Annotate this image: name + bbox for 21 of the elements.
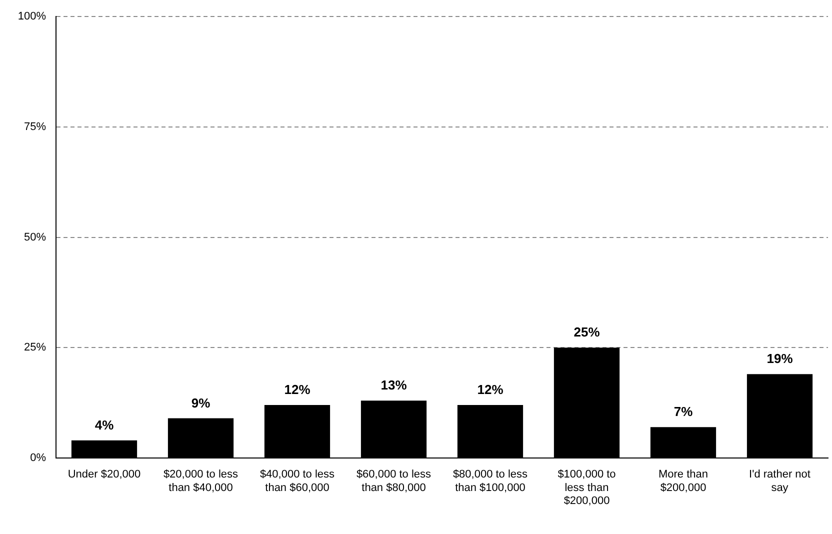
x-tick-label: I'd rather not say [749,468,810,494]
x-tick-label: $80,000 to less than $100,000 [452,468,528,494]
data-label: 9% [191,395,211,410]
data-label: 7% [674,404,694,420]
y-tick-label: 75% [24,120,46,133]
data-label: 12% [284,382,311,398]
x-tick-label: Under $20,000 [68,468,141,481]
data-label: 12% [477,382,504,398]
data-label: 19% [766,351,794,366]
y-tick-label: 25% [24,342,46,354]
x-tick-label: More than $200,000 [658,468,708,494]
y-tick-label: 0% [30,452,46,464]
data-label: 4% [94,417,114,432]
x-tick-label: $20,000 to less than $40,000 [163,468,239,494]
data-label: 25% [574,324,600,340]
y-tick-label: 50% [24,231,46,244]
data-label: 13% [380,378,408,393]
y-tick-label: 100% [18,10,46,23]
x-tick-label: $60,000 to less than $80,000 [356,468,432,494]
x-tick-label: $40,000 to less than $60,000 [260,468,336,494]
x-tick-label: $100,000 to less than $200,000 [558,468,616,508]
